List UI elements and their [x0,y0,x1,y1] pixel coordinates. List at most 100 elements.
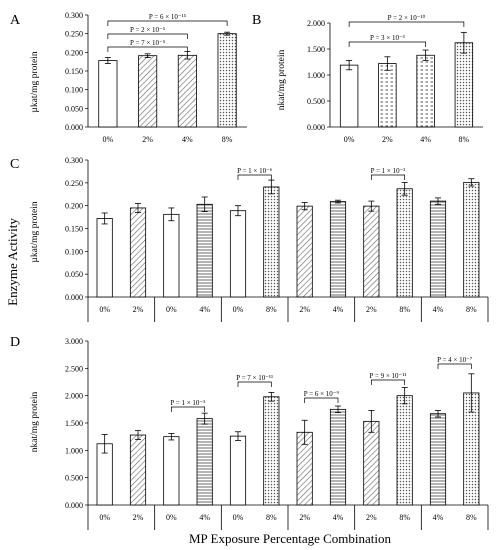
bar [263,186,280,298]
category-label: 4% [433,305,444,314]
category-label: 8% [222,135,233,144]
y-tick-label: 0.050 [65,270,83,279]
p-value-label: P = 2 × 10⁻⁵ [130,26,166,34]
bar [363,205,380,298]
category-label: 4% [182,135,193,144]
p-value-label: P = 1 × 10⁻⁵ [170,399,206,407]
category-label: 2% [299,513,310,522]
y-tick-label: 2.000 [307,19,325,28]
bar [138,55,158,128]
category-label: 2% [142,135,153,144]
category-label: 0% [166,305,177,314]
bar [229,435,247,506]
category-label: 0% [103,135,114,144]
panel-b-ylabel: nkat/mg protein [277,50,287,111]
y-tick-label: 1.000 [307,71,325,80]
significance-bracket [304,397,339,403]
p-value-label: P = 6 × 10⁻⁹ [304,390,340,398]
category-label: 8% [399,513,410,522]
y-tick-label: 0.300 [65,156,83,165]
bar [163,213,180,298]
p-value-label: P = 6 × 10⁻¹⁵ [149,13,187,21]
significance-bracket [237,381,272,387]
significance-bracket [107,46,188,52]
bar [463,181,480,298]
y-tick-label: 0.500 [65,474,83,483]
category-label: 0% [99,513,110,522]
category-label: 0% [99,305,110,314]
significance-bracket [370,379,406,385]
significance-bracket [170,406,206,412]
figure-ylabel: Enzyme Activity [5,218,20,306]
bar [163,436,180,506]
panel-a: 0.000 0.050 0.100 0.150 0.200 0.250 0.300 0% 2% 4… [65,11,247,144]
p-value-label: P = 2 × 10⁻¹⁰ [388,14,426,22]
y-tick-label: 0.050 [65,104,83,113]
category-label: 2% [299,305,310,314]
panel-a-label: A [10,13,21,28]
significance-bracket [107,33,188,39]
category-label: 8% [459,135,470,144]
bar [339,64,359,128]
bar [263,396,280,506]
y-tick-label: 1.500 [65,419,83,428]
y-tick-label: 1.000 [65,446,83,455]
y-tick-label: 3.000 [65,337,83,346]
bar [378,63,397,128]
bar [129,207,147,298]
bar [217,33,237,128]
category-label: 2% [382,135,393,144]
y-tick-label: 0.000 [65,501,83,510]
category-label: 8% [466,305,477,314]
panel-d: 0.000 0.500 1.000 1.500 2.000 2.500 3.000 0% 2% 0… [65,337,489,530]
bar [363,420,380,506]
panel-b-label: B [252,13,261,28]
p-value-label: P = 9 × 10⁻¹¹ [370,372,407,380]
significance-bracket [237,174,272,180]
y-tick-label: 0.100 [65,86,83,95]
category-label: 2% [133,305,144,314]
bar [96,218,113,298]
y-tick-label: 2.000 [65,392,83,401]
category-label: 0% [166,513,177,522]
p-value-label: P = 1 × 10⁻² [371,167,406,175]
bar [429,413,447,506]
panel-a-ylabel: µkat/mg protein [30,51,40,112]
y-tick-label: 0.000 [65,293,83,302]
y-tick-label: 0.200 [65,202,83,211]
bar [296,205,313,298]
y-tick-label: 0.250 [65,179,83,188]
significance-bracket [348,21,465,27]
category-label: 8% [266,305,277,314]
category-label: 0% [233,305,244,314]
y-tick-label: 0.000 [307,123,325,132]
p-value-label: P = 7 × 10⁻⁵ [130,39,166,47]
y-tick-label: 0.100 [65,247,83,256]
bar [329,408,347,506]
y-tick-label: 0.000 [65,123,83,132]
bar [396,188,413,298]
category-label: 4% [333,305,344,314]
bar [229,210,247,298]
bar [177,54,197,128]
bar [396,395,413,506]
panel-d-label: D [10,335,20,350]
significance-bracket [107,20,228,26]
category-label: 4% [199,305,210,314]
bar [416,54,435,128]
bar [129,434,147,506]
panel-d-ylabel: nkat/mg protein [30,392,40,453]
y-tick-label: 0.300 [65,11,83,20]
category-label: 8% [466,513,477,522]
category-label: 4% [433,513,444,522]
category-label: 4% [333,513,344,522]
p-value-label: P = 3 × 10⁻³ [370,34,405,42]
category-label: 2% [133,513,144,522]
panel-c-ylabel: µkat/mg protein [30,201,40,262]
category-label: 2% [366,513,377,522]
p-value-label: P = 1 × 10⁻⁶ [237,167,273,175]
significance-bracket [348,41,426,47]
y-tick-label: 0.250 [65,30,83,39]
p-value-label: P = 7 × 10⁻¹¹ [236,374,273,382]
y-tick-label: 2.500 [65,364,83,373]
